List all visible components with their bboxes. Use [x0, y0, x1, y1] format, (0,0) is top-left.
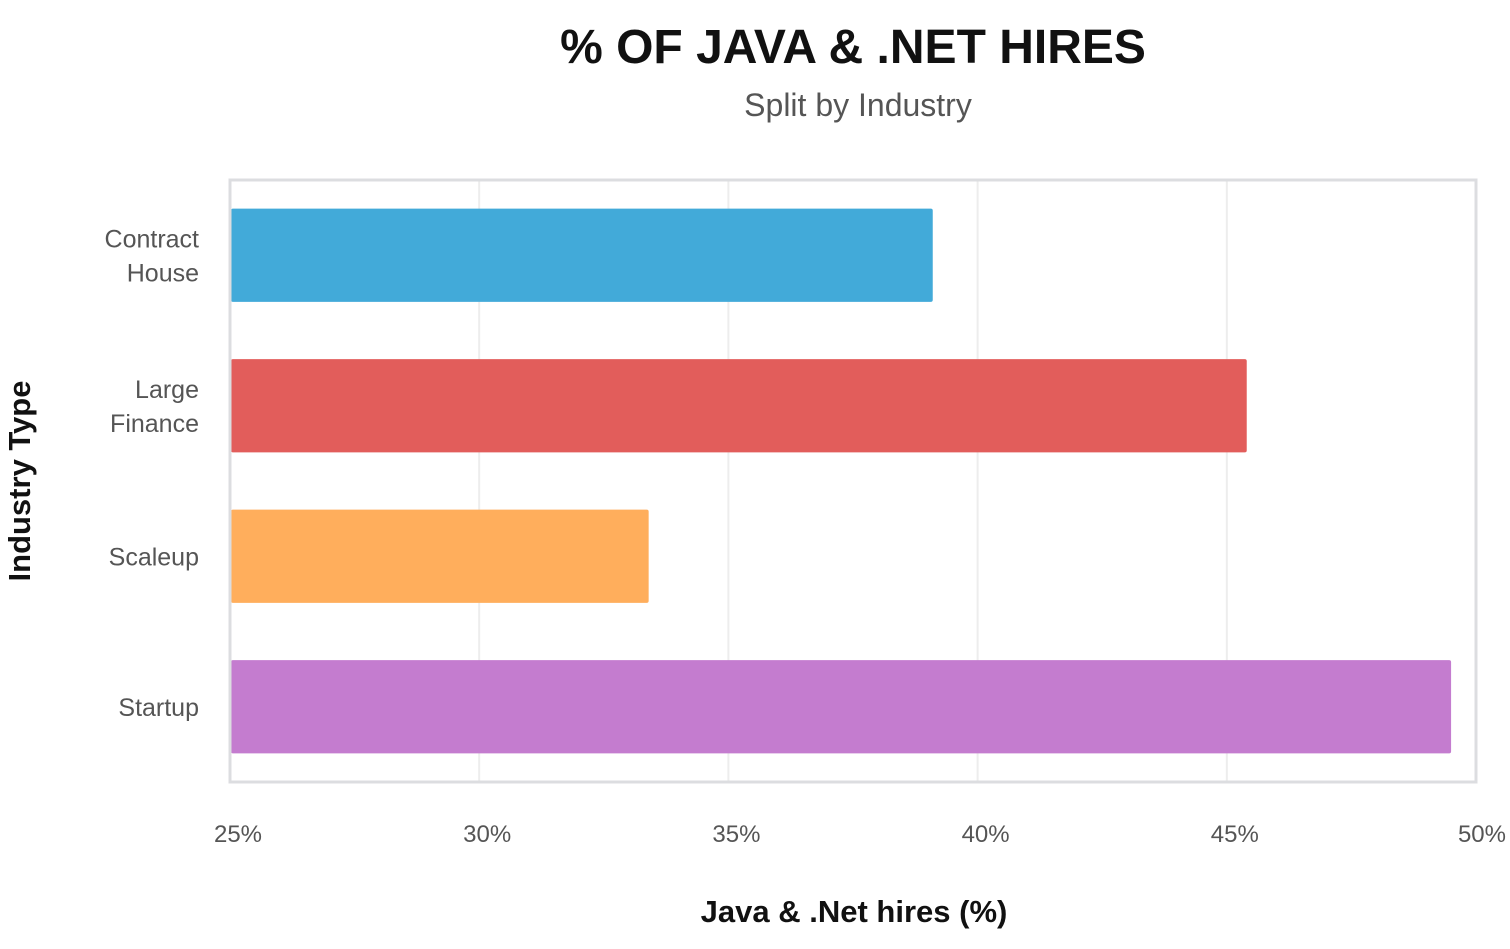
bar: [231, 208, 933, 302]
plot-border: [228, 178, 1478, 784]
x-tick-label: 35%: [712, 821, 760, 848]
category-labels: Contract House Large Finance Scaleup Startup: [105, 225, 200, 722]
category-label: House: [127, 259, 199, 287]
x-tick-label: 25%: [214, 821, 262, 848]
category-label: Startup: [118, 694, 199, 722]
category-label: Large: [135, 376, 199, 404]
category-label: Contract: [105, 225, 200, 253]
chart-subtitle: Split by Industry: [744, 87, 972, 123]
x-tick-label: 45%: [1211, 821, 1259, 848]
x-tick-label: 40%: [962, 821, 1010, 848]
bar: [231, 359, 1247, 453]
category-label: Finance: [110, 410, 199, 438]
x-tick-label: 30%: [463, 821, 511, 848]
bar: [231, 660, 1452, 754]
plot-frame: [228, 178, 1478, 784]
x-tick-labels: 25% 30% 35% 40% 45% 50%: [214, 821, 1506, 848]
bars: [231, 208, 1452, 754]
y-axis-title: Industry Type: [2, 381, 37, 582]
x-axis-title: Java & .Net hires (%): [701, 894, 1008, 929]
category-label: Scaleup: [109, 543, 199, 571]
chart-title: % OF JAVA & .NET HIRES: [560, 21, 1146, 74]
bar: [231, 509, 649, 603]
x-tick-label: 50%: [1458, 821, 1506, 848]
